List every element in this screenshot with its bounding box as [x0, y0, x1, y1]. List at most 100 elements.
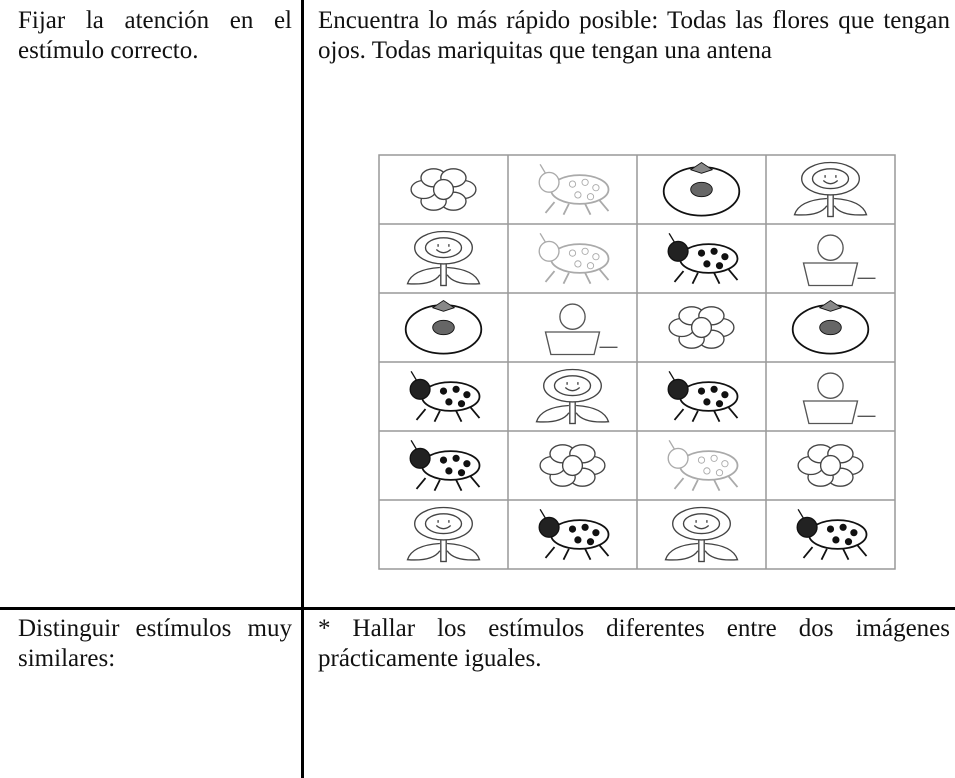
face [811, 168, 850, 190]
ladybug-body [420, 381, 481, 412]
ladybug-spot [581, 178, 589, 186]
ladybug-legs [544, 544, 610, 561]
antenna [539, 508, 547, 519]
antenna [797, 508, 805, 519]
ladybug-spot [592, 253, 600, 261]
picture-icon [410, 168, 477, 211]
ladybug-spot [574, 536, 582, 544]
smile [822, 175, 839, 185]
ladybug-spot [568, 249, 577, 257]
ladybug-spot [697, 387, 706, 395]
ladybug-spot [703, 467, 711, 475]
smile [693, 520, 710, 530]
ladybug-spot [463, 460, 471, 468]
tomato-leaf [689, 161, 714, 174]
ladybug-spot [832, 536, 840, 544]
tomato-face [819, 319, 842, 336]
picture-icon [406, 506, 481, 563]
leaves [664, 542, 739, 561]
pot [802, 262, 859, 287]
ladybug-legs [415, 406, 481, 423]
ladybug-legs [673, 475, 739, 492]
pot [544, 331, 601, 356]
picture-grid [378, 154, 896, 570]
ladybug-spot [581, 247, 589, 255]
smile [435, 520, 452, 530]
tomato-face [432, 319, 455, 336]
picture-icon [544, 303, 618, 356]
picture-icon [538, 163, 610, 216]
ladybug-body [678, 381, 739, 412]
face [424, 513, 463, 535]
ladybug-legs [415, 475, 481, 492]
pot-flower [817, 234, 844, 261]
ladybug-spot [445, 398, 453, 406]
ladybug-spot [839, 523, 847, 531]
picture-icon [667, 232, 739, 285]
ladybug-spot [710, 454, 718, 462]
ladybug-body [549, 519, 610, 550]
ladybug-body [678, 450, 739, 481]
pot [802, 400, 859, 425]
ladybug-spot [452, 454, 460, 462]
ladybug-spot [721, 391, 729, 399]
ladybug-body [420, 450, 481, 481]
ladybug-legs [544, 199, 610, 216]
ladybug-spot [697, 456, 706, 464]
ladybug-body [678, 243, 739, 274]
ladybug-spot [703, 398, 711, 406]
ladybug-spot [463, 391, 471, 399]
picture-icon [404, 299, 483, 355]
ladybug-legs [802, 544, 868, 561]
ladybug-head [409, 378, 431, 400]
picture-icon [662, 161, 741, 217]
ladybug-head [538, 516, 560, 538]
stem [698, 537, 705, 563]
stem [827, 192, 834, 218]
face [424, 237, 463, 259]
ladybug-body [807, 519, 868, 550]
picture-icon [802, 234, 876, 287]
antenna [539, 163, 547, 174]
picture-icon [793, 161, 868, 218]
ladybug-spot [592, 529, 600, 537]
picture-icon [667, 370, 739, 423]
ladybug-spot [844, 538, 853, 546]
cell: Distinguir estímulos muy similares: [18, 615, 292, 672]
ladybug-spot [697, 249, 706, 257]
leaves [535, 404, 610, 423]
tomato-face [690, 181, 713, 198]
ladybug-spot [581, 523, 589, 531]
flower-center [819, 454, 842, 477]
ladybug-spot [574, 191, 582, 199]
ladybug-spot [445, 467, 453, 475]
ladybug-spot [586, 193, 595, 201]
ladybug-spot [703, 260, 711, 268]
ladybug-body [549, 174, 610, 205]
column-border [301, 0, 304, 778]
stem [569, 399, 576, 425]
ladybug-spot [715, 262, 724, 270]
picture-icon [406, 230, 481, 287]
ladybug-spot [715, 400, 724, 408]
ladybug-head [538, 240, 560, 262]
antenna [410, 439, 418, 450]
ladybug-head [796, 516, 818, 538]
ladybug-spot [457, 469, 466, 477]
ladybug-head [667, 447, 689, 469]
ladybug-legs [544, 268, 610, 285]
tomato-leaf [818, 299, 843, 312]
leaves [406, 542, 481, 561]
ladybug-spot [710, 385, 718, 393]
antenna [668, 232, 676, 243]
picture-icon [797, 444, 864, 487]
ladybug-spot [715, 469, 724, 477]
ladybug-head [667, 378, 689, 400]
pot-flower [817, 372, 844, 399]
row-border [0, 607, 955, 610]
stem [440, 537, 447, 563]
ladybug-spot [568, 525, 577, 533]
antenna [410, 370, 418, 381]
antenna [668, 439, 676, 450]
pot-flower [559, 303, 586, 330]
